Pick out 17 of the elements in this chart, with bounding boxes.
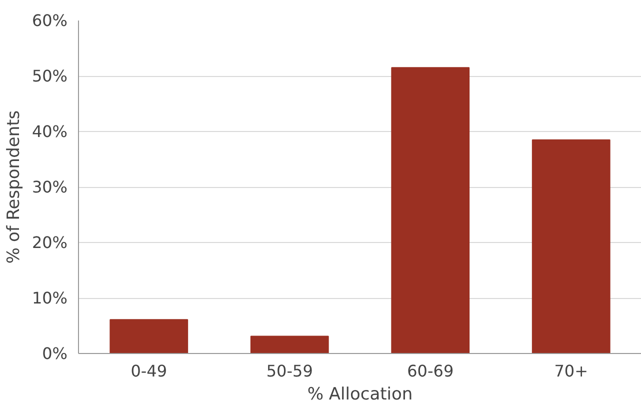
y-tick-label: 20% bbox=[32, 233, 68, 252]
x-tick-label: 50-59 bbox=[266, 362, 313, 380]
y-tick-label: 0% bbox=[42, 344, 68, 363]
x-axis-title: % Allocation bbox=[307, 384, 413, 404]
bar bbox=[250, 336, 329, 354]
x-tick-label: 70+ bbox=[554, 362, 588, 380]
bar bbox=[110, 319, 188, 354]
bar bbox=[532, 139, 610, 354]
y-tick-label: 40% bbox=[32, 122, 68, 141]
x-tick-label: 60-69 bbox=[407, 362, 454, 380]
bar bbox=[391, 67, 470, 354]
y-axis-title: % of Respondents bbox=[4, 110, 24, 264]
y-tick-label: 30% bbox=[32, 178, 68, 196]
y-tick-label: 10% bbox=[32, 288, 68, 308]
x-tick-label: 0-49 bbox=[130, 362, 168, 380]
y-tick-label: 60% bbox=[32, 11, 68, 30]
y-tick-label: 50% bbox=[32, 66, 68, 86]
